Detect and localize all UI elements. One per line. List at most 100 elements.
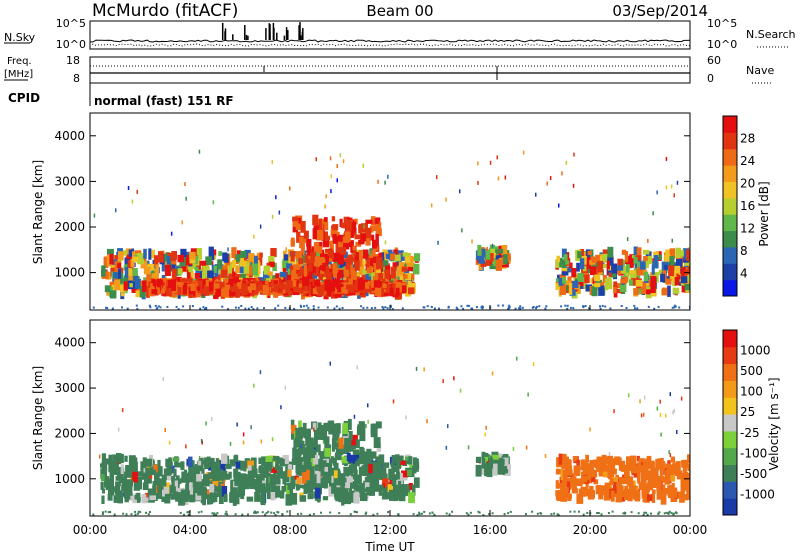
echo-cell-r3-52 (576, 493, 584, 504)
echo-cell-r2-42 (484, 456, 488, 462)
speckle-62 (643, 395, 646, 400)
echo-cell-r0-438 (228, 267, 232, 275)
echo-cell-r0-372 (413, 458, 419, 466)
echo-cell-r4-165 (579, 249, 584, 258)
speckle-39 (93, 213, 96, 218)
echo-cell-r1-60 (294, 454, 301, 463)
ground-speck-26 (299, 304, 302, 307)
echo-cell-r4-266 (620, 279, 627, 284)
echo-cell-r4-122 (608, 282, 613, 290)
ground-speck-24 (560, 305, 563, 308)
colorbar-swatch-10 (723, 330, 737, 348)
echo-cell-r4-212 (581, 268, 585, 278)
echo-cell-r4-264 (571, 268, 577, 278)
echo-cell-r0-476 (228, 273, 233, 282)
speckle-49 (459, 189, 461, 194)
echo-cell-r4-288 (658, 254, 662, 260)
echo-cell-r3-295 (599, 488, 604, 494)
echo-cell-r1-141 (322, 454, 326, 459)
echo-cell-r0-587 (259, 252, 263, 258)
echo-cell-r4-98 (561, 263, 568, 274)
echo-cell-r0-361 (223, 470, 228, 479)
echo-cell-r1-169 (348, 454, 356, 463)
echo-cell-r0-29 (170, 258, 177, 266)
echo-cell-r0-464 (133, 270, 138, 282)
echo-cell-r3-267 (578, 488, 586, 497)
echo-cell-r1-172 (307, 451, 311, 463)
echo-cell-r0-493 (267, 483, 271, 490)
echo-cell-r2-170 (306, 244, 310, 252)
echo-cell-r1-367 (160, 287, 166, 294)
ground-speck-50 (159, 306, 162, 309)
echo-cell-r4-200 (611, 272, 617, 278)
echo-cell-r2-147 (312, 214, 319, 226)
echo-cell-r0-640 (252, 468, 258, 478)
echo-cell-r3-62 (503, 254, 508, 265)
echo-cell-r0-625 (333, 462, 339, 472)
ground-speck-45 (237, 306, 240, 309)
echo-cell-r4-221 (676, 259, 683, 268)
echo-cell-r3-226 (647, 494, 653, 502)
ground-speck-60 (584, 305, 587, 307)
echo-cell-r0-550 (261, 485, 266, 494)
echo-cell-r1-151 (299, 447, 307, 455)
ground-speck-82 (360, 305, 363, 308)
speckle-17 (198, 149, 201, 154)
echo-cell-r1-503 (337, 283, 344, 293)
speckle-29 (445, 197, 447, 202)
echo-cell-r3-231 (659, 464, 663, 476)
echo-cell-r0-553 (101, 265, 106, 277)
echo-cell-r0-266 (282, 258, 289, 268)
echo-cell-r1-487 (236, 283, 241, 289)
echo-cell-r1-94 (306, 469, 310, 480)
echo-cell-r0-593 (339, 487, 346, 500)
nsky-series-line (89, 39, 691, 43)
echo-cell-r0-643 (403, 274, 408, 279)
echo-cell-r3-241 (682, 479, 689, 491)
echo-cell-r1-534 (156, 287, 160, 295)
speckle-59 (522, 150, 525, 155)
echo-cell-r1-565 (379, 286, 384, 296)
echo-cell-r0-686 (265, 455, 272, 462)
echo-cell-r3-48 (489, 253, 494, 262)
echo-cell-r3-50 (559, 476, 563, 489)
echo-cell-r4-244 (558, 278, 564, 285)
speckle-25 (315, 157, 317, 162)
colorbar-tick-4: 12 (740, 222, 755, 236)
echo-cell-r0-646 (199, 260, 207, 266)
echo-cell-r2-25 (481, 451, 486, 461)
ground-speck-90 (582, 513, 585, 516)
echo-cell-r2-56 (476, 466, 482, 475)
echo-cell-r1-538 (167, 279, 174, 289)
ground-speck-95 (296, 513, 299, 516)
echo-cell-r4-159 (585, 284, 592, 292)
echo-cell-r0-127 (257, 255, 263, 266)
speckle-60 (242, 440, 245, 445)
echo-cell-r2-186 (332, 263, 338, 274)
speckle-6 (640, 413, 643, 418)
echo-cell-r0-402 (233, 468, 239, 478)
echo-cell-r2-134 (318, 246, 323, 254)
echo-cell-r3-125 (652, 479, 659, 488)
echo-cell-r0-562 (407, 280, 412, 287)
echo-cell-r0-135 (189, 484, 195, 496)
speckle-67 (659, 399, 661, 404)
station-title: McMurdo (fitACF) (92, 1, 238, 21)
echo-cell-r1-535 (302, 278, 310, 290)
echo-cell-r1-171 (295, 427, 299, 440)
ground-speck-69 (507, 308, 510, 310)
colorbar-swatch-8 (723, 363, 737, 381)
echo-cell-r0-670 (118, 474, 123, 483)
echo-cell-r0-220 (132, 462, 137, 474)
speckle-7 (185, 444, 187, 449)
ground-speck-72 (240, 305, 243, 307)
echo-cell-r4-259 (595, 254, 600, 263)
echo-cell-r0-410 (243, 466, 247, 472)
echo-cell-r0-412 (148, 248, 152, 260)
colorbar-tick-5: -100 (740, 446, 767, 460)
echo-cell-r3-143 (580, 475, 588, 483)
ground-speck-61 (650, 512, 652, 515)
ground-speck-3 (514, 307, 517, 310)
echo-cell-r3-278 (670, 495, 674, 502)
ground-speck-76 (376, 512, 379, 515)
